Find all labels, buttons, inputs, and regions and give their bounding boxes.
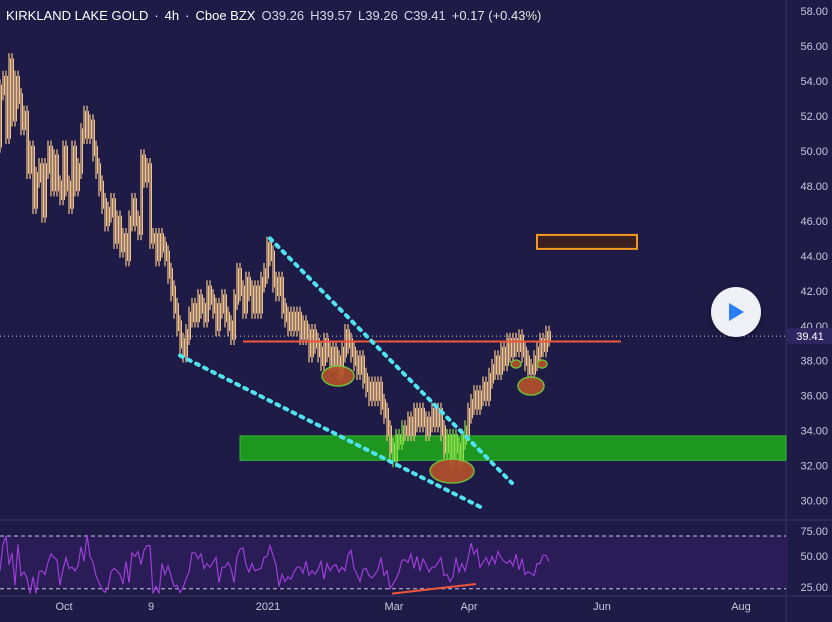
- highlight-oval: [510, 359, 522, 369]
- price-tick-label: 38.00: [800, 356, 828, 368]
- play-icon: [729, 303, 744, 321]
- close-value: C39.41: [403, 8, 446, 23]
- support-zone: [239, 435, 787, 461]
- symbol-name[interactable]: KIRKLAND LAKE GOLD: [6, 8, 149, 23]
- time-tick-label: 2021: [256, 601, 280, 613]
- time-tick-label: 9: [148, 601, 154, 613]
- price-tick-label: 56.00: [800, 41, 828, 53]
- price-tick-label: 32.00: [800, 461, 828, 473]
- rsi-divergence-line: [391, 583, 477, 595]
- interval-label[interactable]: 4h: [164, 8, 180, 23]
- high-value: H39.57: [310, 8, 353, 23]
- replay-play-button[interactable]: [711, 287, 761, 337]
- symbol-header: KIRKLAND LAKE GOLD · 4h · Cboe BZX O39.2…: [6, 8, 541, 23]
- price-tick-label: 46.00: [800, 216, 828, 228]
- change-value: +0.17 (+0.43%): [451, 8, 542, 23]
- price-tick-label: 36.00: [800, 391, 828, 403]
- low-value: L39.26: [358, 8, 398, 23]
- target-zone-box: [536, 233, 638, 250]
- rsi-tick-label: 50.00: [800, 551, 828, 563]
- price-tick-label: 30.00: [800, 496, 828, 508]
- lower-trendline: [178, 353, 487, 512]
- highlight-oval: [429, 458, 475, 484]
- header-separator: ·: [154, 8, 159, 23]
- time-tick-label: Jun: [593, 601, 611, 613]
- time-tick-label: Aug: [731, 601, 751, 613]
- highlight-oval: [321, 365, 355, 387]
- rsi-band: [0, 536, 786, 589]
- time-tick-label: Apr: [460, 601, 477, 613]
- current-price-label: 39.41: [796, 331, 824, 343]
- rsi-tick-label: 75.00: [800, 526, 828, 538]
- open-value: O39.26: [261, 8, 305, 23]
- rsi-line: [0, 534, 550, 594]
- time-tick-label: Mar: [385, 601, 404, 613]
- price-tick-label: 34.00: [800, 426, 828, 438]
- upper-trendline: [268, 236, 514, 486]
- highlight-oval: [536, 359, 548, 369]
- time-tick-label: Oct: [55, 601, 72, 613]
- price-tick-label: 48.00: [800, 181, 828, 193]
- price-tick-label: 52.00: [800, 111, 828, 123]
- header-separator: ·: [185, 8, 190, 23]
- price-tick-label: 44.00: [800, 251, 828, 263]
- price-tick-label: 42.00: [800, 286, 828, 298]
- price-tick-label: 54.00: [800, 76, 828, 88]
- highlight-oval: [517, 376, 545, 396]
- current-price-tag: [787, 328, 832, 345]
- rsi-tick-label: 25.00: [800, 582, 828, 594]
- exchange-label: Cboe BZX: [195, 8, 256, 23]
- price-tick-label: 58.00: [800, 6, 828, 18]
- price-tick-label: 50.00: [800, 146, 828, 158]
